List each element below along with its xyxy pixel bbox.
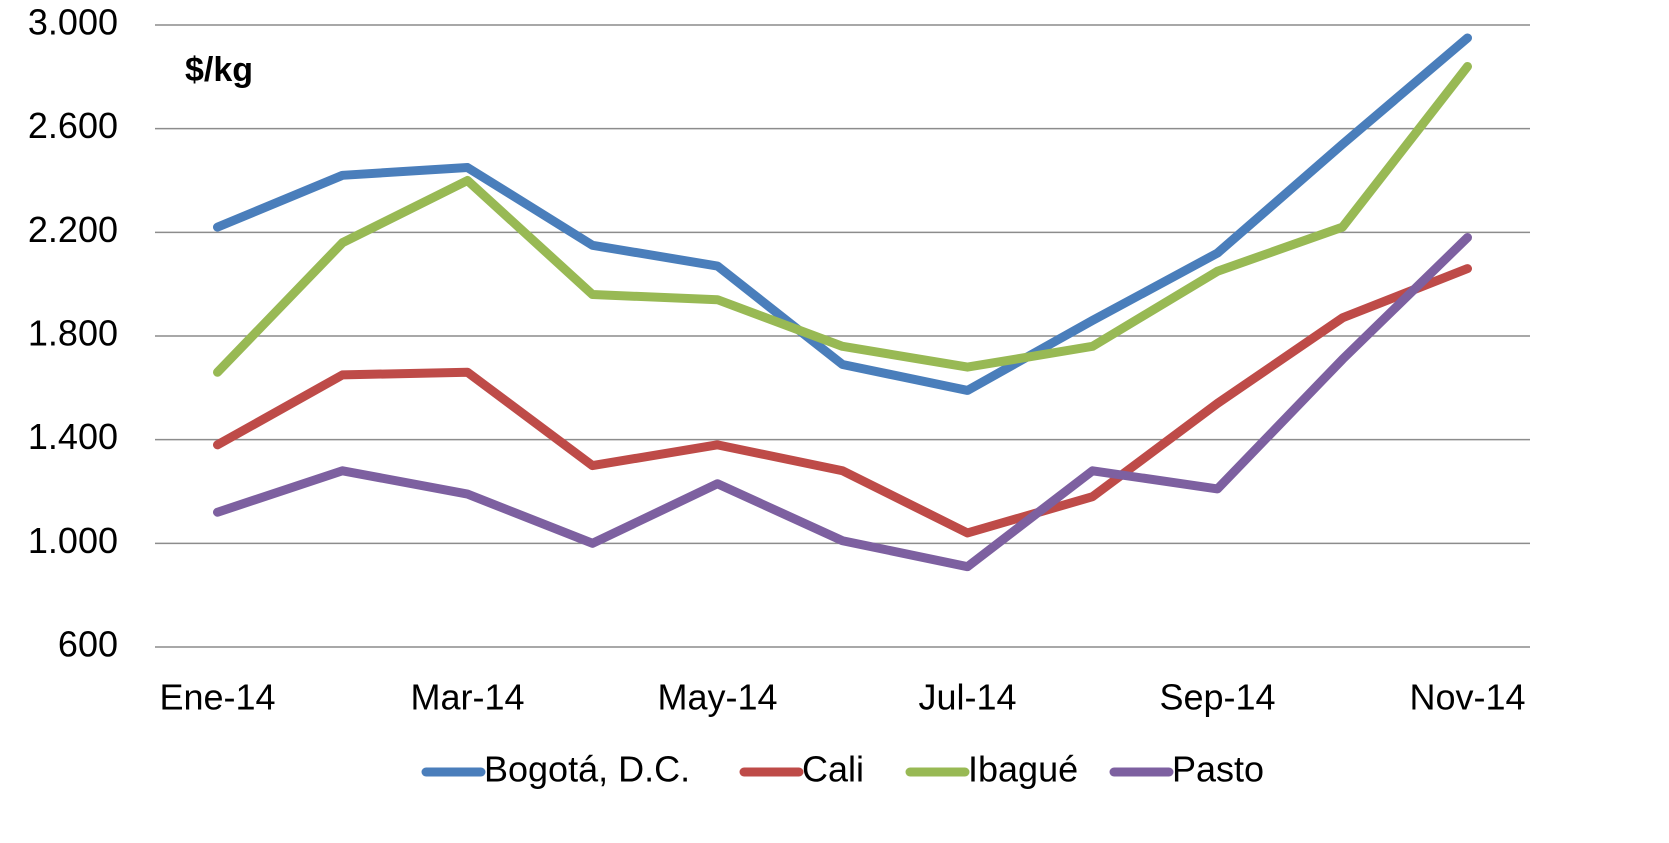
legend-label: Bogotá, D.C.	[484, 749, 690, 790]
x-tick-label: Jul-14	[918, 677, 1016, 718]
x-tick-label: Nov-14	[1409, 677, 1525, 718]
unit-annotation: $/kg	[185, 51, 253, 89]
y-tick-label: 600	[58, 624, 118, 665]
y-tick-label: 1.800	[28, 313, 118, 354]
legend-label: Ibagué	[968, 749, 1078, 790]
legend-label: Pasto	[1172, 749, 1264, 790]
series-line	[213, 264, 1472, 538]
x-tick-label: Ene-14	[159, 677, 275, 718]
y-tick-label: 3.000	[28, 2, 118, 43]
legend-label: Cali	[802, 749, 864, 790]
x-tick-label: Sep-14	[1159, 677, 1275, 718]
x-tick-label: May-14	[657, 677, 777, 718]
y-tick-label: 2.600	[28, 105, 118, 146]
x-tick-label: Mar-14	[410, 677, 524, 718]
y-tick-label: 1.400	[28, 416, 118, 457]
series-line	[213, 33, 1472, 395]
y-tick-label: 2.200	[28, 209, 118, 250]
series-line	[213, 61, 1472, 377]
y-tick-label: 1.000	[28, 520, 118, 561]
series-line	[213, 233, 1472, 572]
